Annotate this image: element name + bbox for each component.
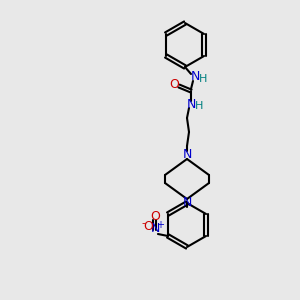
Text: N: N xyxy=(190,70,200,83)
Text: H: H xyxy=(199,74,207,84)
Text: +: + xyxy=(156,220,164,230)
Text: H: H xyxy=(195,101,203,111)
Text: N: N xyxy=(150,223,160,236)
Text: N: N xyxy=(182,196,192,209)
Text: O: O xyxy=(150,211,160,224)
Text: O: O xyxy=(143,220,153,233)
Text: -: - xyxy=(142,218,146,228)
Text: N: N xyxy=(182,148,192,161)
Text: N: N xyxy=(186,98,196,110)
Text: O: O xyxy=(169,77,179,91)
